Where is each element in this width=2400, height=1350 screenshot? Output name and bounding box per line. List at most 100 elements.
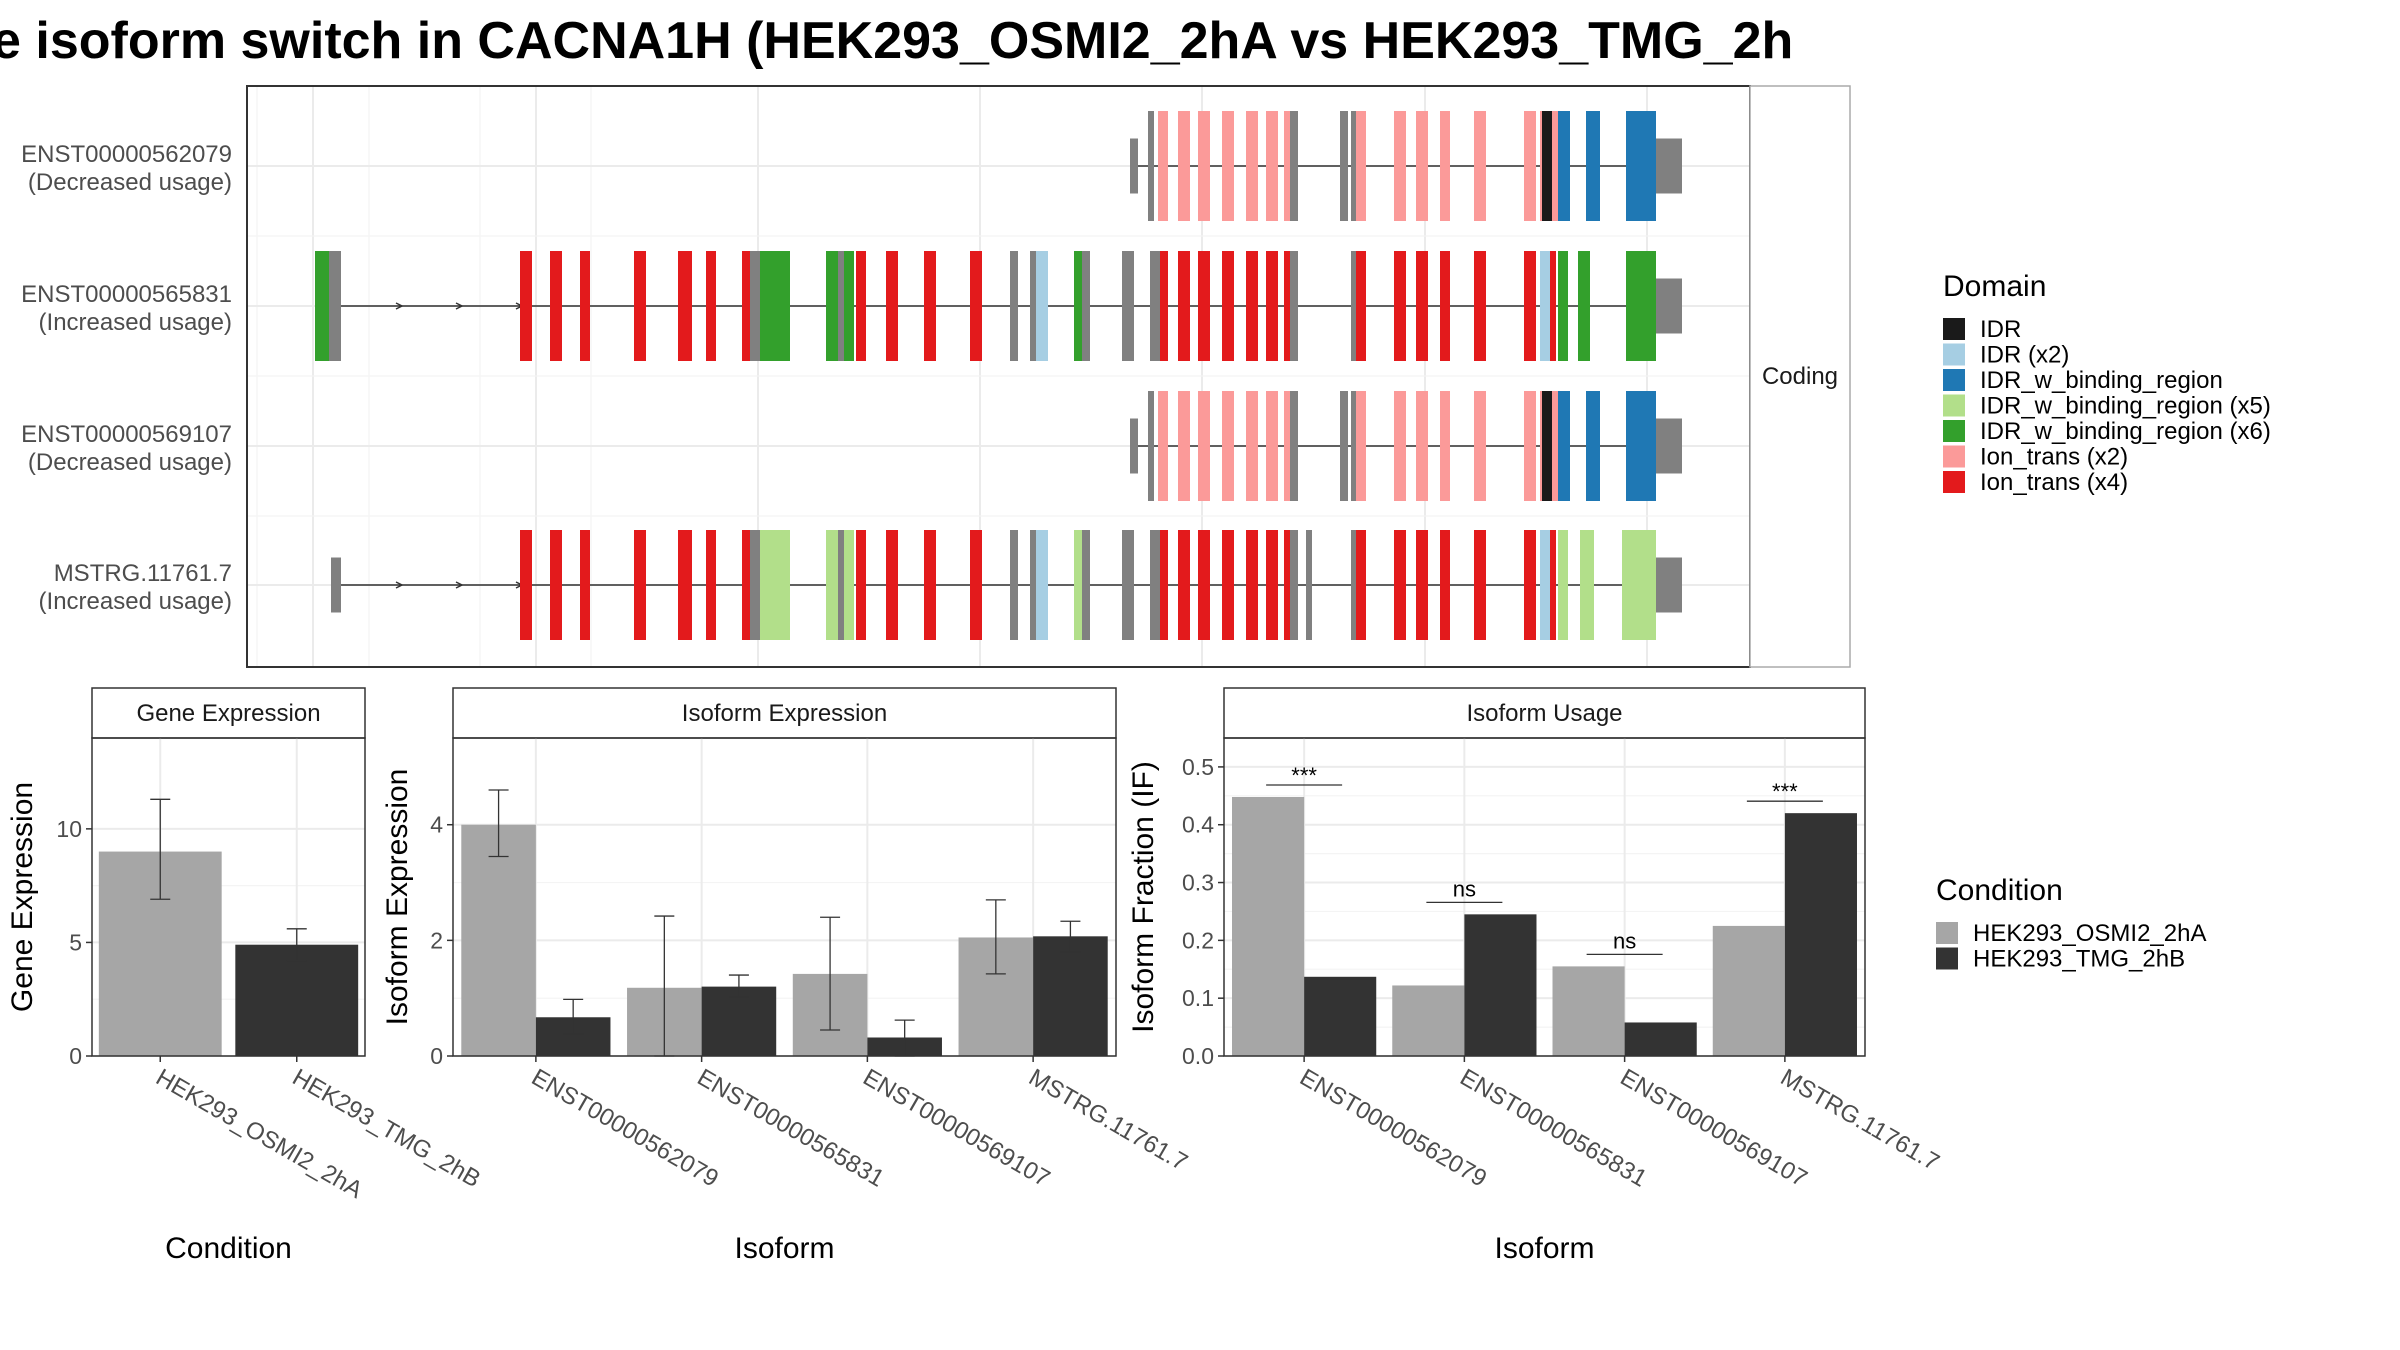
exon-segment bbox=[1542, 391, 1552, 501]
exon-segment bbox=[1010, 251, 1018, 361]
panel-title: Gene Expression bbox=[136, 700, 320, 727]
x-tick-label: ENST00000569107 bbox=[858, 1064, 1054, 1193]
panel-strip bbox=[452, 687, 1117, 739]
y-tick-label: 4 bbox=[430, 812, 443, 838]
exon-segment bbox=[838, 251, 848, 361]
transcript-id-label: ENST00000565831 bbox=[21, 281, 232, 308]
exon-segment bbox=[776, 251, 788, 361]
exon-segment bbox=[826, 530, 838, 640]
y-tick-label: 0.5 bbox=[1182, 754, 1214, 780]
exon-segment bbox=[1524, 111, 1536, 221]
exon-segment bbox=[1130, 418, 1138, 474]
exon-segment bbox=[1356, 111, 1366, 221]
exon-segment bbox=[1524, 530, 1536, 640]
exon-segment bbox=[1160, 391, 1168, 501]
strand-arrow bbox=[455, 302, 464, 310]
exon-segment bbox=[1340, 391, 1348, 501]
exon-segment bbox=[856, 251, 866, 361]
bar bbox=[1392, 985, 1465, 1056]
exon-segment bbox=[1198, 530, 1210, 640]
exon-segment bbox=[1198, 111, 1210, 221]
transcript-usage-label: (Increased usage) bbox=[39, 588, 232, 615]
exon-segment bbox=[886, 251, 898, 361]
y-axis-title: Gene Expression bbox=[6, 782, 39, 1012]
exon-segment bbox=[1626, 391, 1656, 501]
exon-segment bbox=[1524, 251, 1536, 361]
x-tick-label: MSTRG.11761.7 bbox=[1776, 1064, 1944, 1177]
significance-label: ns bbox=[1453, 876, 1476, 901]
panel-strip bbox=[91, 687, 366, 739]
y-axis-title: Isoform Fraction (IF) bbox=[1127, 761, 1160, 1033]
exon-segment bbox=[1356, 251, 1366, 361]
exon-segment bbox=[1416, 530, 1428, 640]
exon-segment bbox=[1222, 530, 1234, 640]
exon-segment bbox=[1246, 111, 1258, 221]
domain-legend-key bbox=[1943, 394, 1965, 417]
y-tick-label: 5 bbox=[69, 929, 82, 955]
exon-segment bbox=[750, 530, 762, 640]
exon-segment bbox=[1290, 251, 1298, 361]
x-axis-title: Condition bbox=[165, 1232, 292, 1265]
facet-strip bbox=[1749, 85, 1851, 668]
exon-segment bbox=[924, 530, 936, 640]
exon-segment bbox=[1082, 530, 1090, 640]
domain-legend-key bbox=[1943, 318, 1965, 340]
transcript-id-label: ENST00000562079 bbox=[21, 141, 232, 168]
transcript-usage-label: (Decreased usage) bbox=[28, 169, 232, 196]
exon-segment bbox=[742, 251, 750, 361]
facet-strip-label: Coding bbox=[1762, 363, 1838, 390]
significance-label: ns bbox=[1613, 928, 1636, 953]
exon-segment bbox=[1148, 111, 1154, 221]
bar bbox=[1033, 936, 1108, 1056]
exon-segment bbox=[1284, 111, 1294, 221]
exon-segment bbox=[1356, 391, 1366, 501]
panel-strip bbox=[1223, 687, 1866, 739]
exon-segment bbox=[1178, 111, 1190, 221]
exon-segment bbox=[1284, 530, 1294, 640]
exon-segment bbox=[1558, 111, 1570, 221]
exon-segment bbox=[1558, 251, 1568, 361]
exon-segment bbox=[580, 251, 590, 361]
bar bbox=[1232, 796, 1305, 1056]
exon-segment bbox=[1036, 251, 1048, 361]
condition-legend-key bbox=[1936, 922, 1958, 944]
exon-segment bbox=[1540, 251, 1550, 361]
exon-segment bbox=[1552, 391, 1558, 501]
exon-segment bbox=[1416, 251, 1428, 361]
exon-segment bbox=[520, 251, 532, 361]
exon-segment bbox=[1030, 530, 1040, 640]
exon-segment bbox=[1586, 111, 1600, 221]
exon-segment bbox=[634, 251, 646, 361]
exon-segment bbox=[1578, 251, 1590, 361]
domain-legend-label: IDR (x2) bbox=[1980, 342, 2069, 369]
exon-segment bbox=[1440, 251, 1450, 361]
exon-segment bbox=[323, 251, 329, 361]
exon-segment bbox=[1178, 530, 1190, 640]
domain-legend-key bbox=[1943, 445, 1965, 468]
exon-segment bbox=[678, 530, 692, 640]
domain-legend-label: Ion_trans (x2) bbox=[1980, 444, 2128, 471]
exon-segment bbox=[1394, 251, 1406, 361]
exon-segment bbox=[1540, 530, 1550, 640]
exon-segment bbox=[1552, 111, 1558, 221]
exon-segment bbox=[1266, 391, 1278, 501]
exon-segment bbox=[1160, 111, 1168, 221]
exon-segment bbox=[1284, 391, 1294, 501]
bar bbox=[461, 824, 536, 1056]
exon-segment bbox=[678, 251, 692, 361]
exon-segment bbox=[1150, 530, 1160, 640]
transcript-usage-label: (Increased usage) bbox=[39, 309, 232, 336]
condition-legend-key bbox=[1936, 947, 1958, 970]
exon-segment bbox=[1266, 530, 1278, 640]
exon-segment bbox=[1622, 530, 1656, 640]
utr-segment bbox=[1656, 557, 1682, 613]
bar bbox=[1712, 925, 1785, 1056]
exon-segment bbox=[1246, 251, 1258, 361]
exon-segment bbox=[520, 530, 532, 640]
exon-segment bbox=[844, 251, 854, 361]
exon-segment bbox=[1284, 251, 1294, 361]
exon-segment bbox=[1416, 111, 1428, 221]
condition-legend-title: Condition bbox=[1936, 874, 2063, 907]
